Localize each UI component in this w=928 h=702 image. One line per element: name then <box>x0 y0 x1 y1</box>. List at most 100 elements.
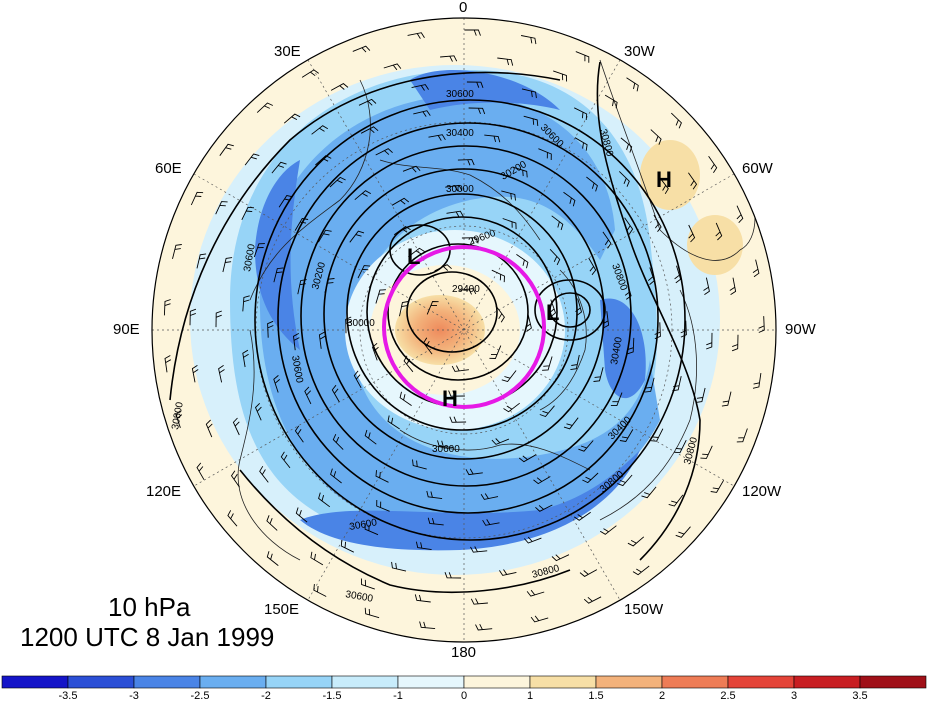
wind-barb <box>491 269 505 283</box>
wind-barb <box>345 316 352 334</box>
wind-barb <box>414 594 431 603</box>
wind-barb <box>227 510 238 527</box>
wind-barb <box>499 569 517 576</box>
lon-label-60w: 60W <box>742 160 774 177</box>
wind-barb <box>457 159 475 166</box>
wind-barb <box>533 476 551 485</box>
wind-barb <box>551 554 570 562</box>
wind-barb <box>627 536 645 547</box>
colorbar-tick-label: 0 <box>461 690 467 702</box>
lon-label-180: 180 <box>451 644 476 661</box>
contour-label: 29400 <box>452 284 480 295</box>
wind-barb <box>703 277 710 295</box>
wind-barb <box>695 387 706 403</box>
wind-barb <box>620 137 633 153</box>
wind-barb <box>259 465 269 483</box>
wind-barb <box>736 428 748 443</box>
wind-barb <box>586 176 598 192</box>
wind-barb <box>650 129 662 145</box>
lon-label-90e: 90E <box>113 321 140 338</box>
wind-barb <box>708 156 718 173</box>
contour-label: 30800 <box>170 401 186 431</box>
wind-barb <box>266 551 279 566</box>
wind-barb <box>710 480 724 493</box>
colorbar-tick-label: -2.5 <box>191 690 210 702</box>
lon-label-60e: 60E <box>155 160 182 177</box>
wind-barb <box>375 148 393 156</box>
globe-outline <box>151 17 777 643</box>
wind-barb <box>451 365 469 372</box>
lon-label-0: 0 <box>459 0 467 16</box>
contour-label: 30600 <box>344 589 374 605</box>
wind-barb <box>535 504 553 512</box>
wind-barb <box>310 551 324 566</box>
wind-barb <box>164 355 172 373</box>
lon-label-120e: 120E <box>146 483 181 500</box>
wind-barb <box>434 264 452 272</box>
wind-barb <box>267 320 274 338</box>
wind-barb <box>230 470 240 488</box>
wind-barb <box>426 490 443 500</box>
wind-barb <box>354 190 372 201</box>
wind-barb <box>626 77 639 92</box>
wind-barb <box>530 615 549 623</box>
wind-barb <box>175 410 183 428</box>
wind-barb <box>468 107 486 115</box>
wind-barb <box>280 451 291 469</box>
wind-barb <box>465 468 483 476</box>
wind-barb <box>583 596 602 604</box>
wind-barb <box>489 345 502 359</box>
wind-barb <box>659 177 669 195</box>
wind-barb <box>283 113 301 124</box>
wind-barb <box>668 494 684 507</box>
wind-barb <box>575 51 590 63</box>
wind-barb <box>538 148 552 161</box>
wind-barb <box>393 225 411 236</box>
wind-barb <box>266 515 278 531</box>
lon-label-150e: 150E <box>264 601 299 618</box>
wind-barb <box>539 405 555 418</box>
wind-barb <box>731 334 739 352</box>
wind-barb <box>610 392 623 407</box>
wind-barb <box>358 98 377 106</box>
graticule <box>152 18 776 642</box>
wind-barb <box>415 541 432 551</box>
wind-barb <box>582 472 599 484</box>
colorbar-swatch <box>595 675 663 689</box>
contour-label: 30600 <box>242 243 258 273</box>
wind-barb <box>383 63 402 71</box>
wind-barb <box>242 295 250 312</box>
lon-label-30e: 30E <box>274 43 301 60</box>
wind-barb <box>602 231 612 249</box>
wind-barb <box>253 243 265 258</box>
wind-barb <box>419 621 436 630</box>
colorbar: -3.5 -3 -2.5 -2 -1.5 -1 0 1 1.5 2 2.5 3 3.5 <box>1 675 927 702</box>
wind-barb <box>349 230 365 243</box>
wind-barb <box>563 191 576 207</box>
colorbar-swatch <box>331 675 399 689</box>
wind-barb <box>461 237 479 244</box>
wind-barb <box>670 112 682 129</box>
wind-barb <box>578 440 594 452</box>
wind-barb <box>294 425 304 443</box>
wind-barb <box>293 333 300 351</box>
wind-barb <box>575 298 583 316</box>
contour-label: 30400 <box>609 336 625 366</box>
wind-barb <box>407 32 425 39</box>
wind-barb <box>501 190 516 201</box>
wind-barb <box>617 474 633 487</box>
wind-barb <box>318 492 331 508</box>
wind-barb <box>428 134 446 141</box>
contour-label: 30600 <box>446 89 474 100</box>
wind-barb <box>523 115 539 126</box>
wind-barb <box>403 355 414 373</box>
longitude-labels: 0 30E 30W 60E 60W 90E 90W 120E 120W 150E… <box>113 0 817 661</box>
wind-barb <box>172 244 182 260</box>
colorbar-swatch <box>67 675 135 689</box>
wind-barb <box>360 126 379 134</box>
colorbar-swatch <box>463 675 531 689</box>
wind-barb <box>332 434 344 450</box>
wind-barb <box>196 253 207 269</box>
wind-barb <box>675 526 691 538</box>
